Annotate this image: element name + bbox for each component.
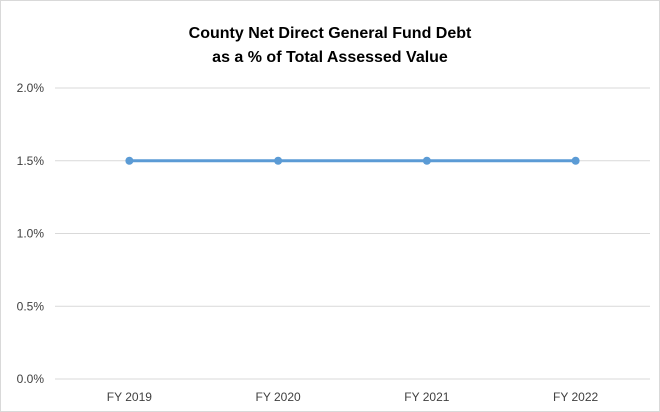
y-tick-label: 1.0%: [17, 227, 45, 241]
data-point: [422, 156, 431, 165]
x-tick-label: FY 2020: [256, 390, 301, 404]
data-point: [274, 156, 283, 165]
y-tick-label: 0.0%: [17, 372, 45, 386]
x-tick-label: FY 2021: [404, 390, 449, 404]
chart-title-line-1: County Net Direct General Fund Debt: [188, 25, 472, 42]
x-tick-label: FY 2019: [107, 390, 152, 404]
y-tick-label: 2.0%: [17, 81, 45, 95]
data-point: [571, 156, 580, 165]
data-point: [125, 156, 134, 165]
chart-title: County Net Direct General Fund Debt as a…: [0, 22, 660, 70]
y-tick-label: 0.5%: [17, 299, 45, 313]
x-tick-label: FY 2022: [553, 390, 598, 404]
y-tick-label: 1.5%: [17, 154, 45, 168]
chart-title-line-2: as a % of Total Assessed Value: [212, 49, 448, 66]
